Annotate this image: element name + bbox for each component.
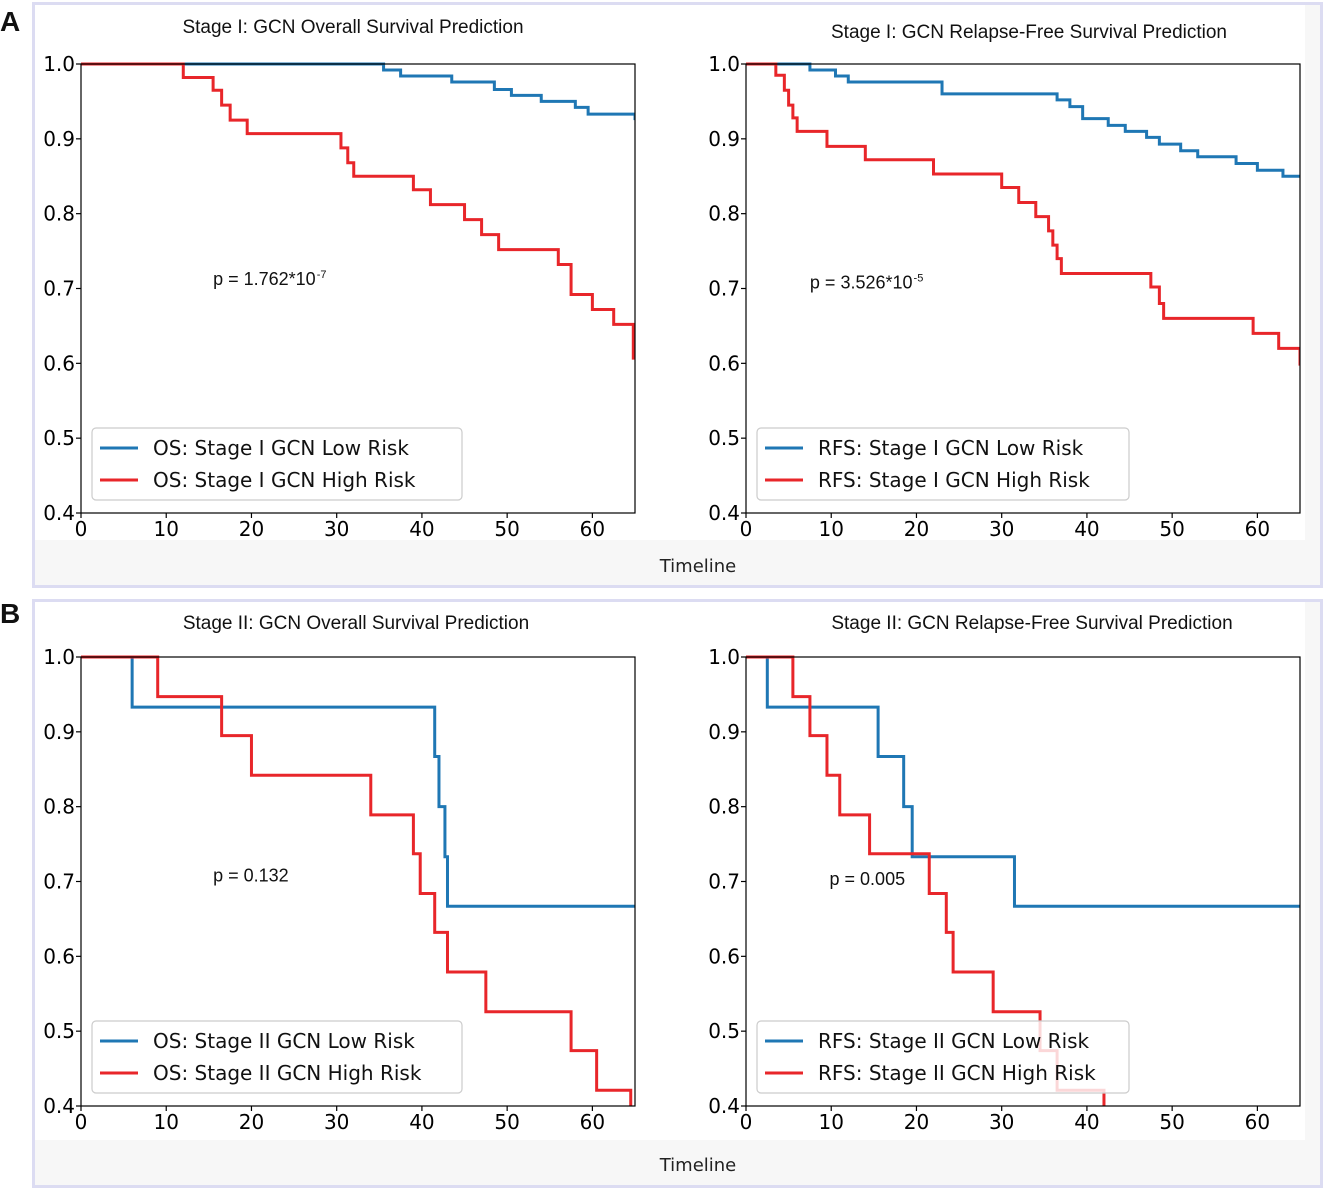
chart-3-ytick-label: 0.7 (43, 870, 75, 894)
chart-1-ytick-label: 1.0 (43, 52, 75, 76)
chart-4-xtick-label: 40 (1074, 1110, 1099, 1134)
chart-3-ytick-label: 0.8 (43, 795, 75, 819)
chart-1-xtick-label: 50 (494, 517, 519, 541)
chart-3-legend-label-2: OS: Stage II GCN High Risk (153, 1061, 422, 1085)
chart-1-legend-box (91, 427, 463, 501)
chart-2-ytick-label: 0.8 (708, 202, 740, 226)
chart-2-legend-box (756, 427, 1130, 501)
chart-4-ytick-label: 0.5 (708, 1019, 740, 1043)
chart-4-xtick-label: 10 (819, 1110, 844, 1134)
chart-4-title: Stage II: GCN Relapse-Free Survival Pred… (831, 613, 1232, 634)
chart-1-title: Stage I: GCN Overall Survival Prediction (182, 17, 523, 38)
chart-2-legend-label-2: RFS: Stage I GCN High Risk (818, 468, 1090, 492)
chart-3-ytick-label: 0.6 (43, 944, 75, 968)
chart-2-xtick-label: 60 (1245, 517, 1270, 541)
chart-4-legend-label-1: RFS: Stage II GCN Low Risk (818, 1029, 1090, 1053)
panel-a-timeline-label: Timeline (659, 556, 737, 577)
chart-4-xtick-label: 60 (1245, 1110, 1270, 1134)
chart-3-title: Stage II: GCN Overall Survival Predictio… (183, 613, 529, 634)
chart-2-ytick-label: 0.9 (708, 127, 740, 151)
chart-1-ytick-label: 0.4 (43, 501, 75, 525)
chart-2-series-2-line (746, 62, 1300, 366)
chart-1-xtick-label: 20 (239, 517, 264, 541)
chart-1-ytick-label: 0.7 (43, 277, 75, 301)
chart-4-legend-label-2: RFS: Stage II GCN High Risk (818, 1061, 1096, 1085)
chart-4-ytick-label: 1.0 (708, 645, 740, 669)
chart-2-p-value: p = 3.526*10 (810, 273, 913, 293)
chart-2-ytick-label: 0.6 (708, 351, 740, 375)
chart-1-xtick-label: 40 (409, 517, 434, 541)
chart-2-xtick-label: 20 (904, 517, 929, 541)
chart-4-ytick-label: 0.4 (708, 1094, 740, 1118)
chart-3-xtick-label: 40 (409, 1110, 434, 1134)
panel-a-letter: A (0, 6, 21, 37)
chart-1-series-2-line (81, 62, 635, 360)
chart-3-xtick-label: 60 (580, 1110, 605, 1134)
chart-3-xtick-label: 20 (239, 1110, 264, 1134)
chart-3-legend-label-1: OS: Stage II GCN Low Risk (153, 1029, 415, 1053)
chart-4-xtick-label: 0 (740, 1110, 753, 1134)
chart-3-series-1-line (81, 655, 635, 908)
chart-1-series-1-line (81, 62, 635, 121)
chart-2-xtick-label: 0 (740, 517, 753, 541)
chart-2-ytick-label: 0.5 (708, 426, 740, 450)
chart-1-legend-label-1: OS: Stage I GCN Low Risk (153, 436, 409, 460)
chart-3-xtick-label: 10 (154, 1110, 179, 1134)
chart-2-xtick-label: 10 (819, 517, 844, 541)
chart-3-xtick-label: 50 (494, 1110, 519, 1134)
panel-b-letter: B (0, 598, 21, 629)
chart-3-ytick-label: 0.9 (43, 720, 75, 744)
chart-1-p-value-exponent: -7 (317, 269, 327, 281)
chart-2-ytick-label: 0.4 (708, 501, 740, 525)
chart-1-legend-label-2: OS: Stage I GCN High Risk (153, 468, 416, 492)
chart-1-xtick-label: 30 (324, 517, 349, 541)
chart-1-xtick-label: 0 (75, 517, 88, 541)
chart-3-ytick-label: 0.4 (43, 1094, 75, 1118)
chart-4-legend-box (756, 1020, 1130, 1094)
chart-1-ytick-label: 0.5 (43, 426, 75, 450)
chart-1-xtick-label: 60 (580, 517, 605, 541)
chart-4-xtick-label: 30 (989, 1110, 1014, 1134)
chart-3-p-value: p = 0.132 (213, 866, 289, 886)
chart-4-series-1-line (746, 655, 1300, 908)
panel-b-timeline-label: Timeline (659, 1155, 737, 1176)
chart-4-ytick-label: 0.7 (708, 870, 740, 894)
chart-2-legend-label-1: RFS: Stage I GCN Low Risk (818, 436, 1084, 460)
chart-3-xtick-label: 0 (75, 1110, 88, 1134)
chart-4-ytick-label: 0.9 (708, 720, 740, 744)
chart-2-xtick-label: 50 (1159, 517, 1184, 541)
chart-1-xtick-label: 10 (154, 517, 179, 541)
chart-3-series-2-line (81, 655, 633, 1106)
chart-4-ytick-label: 0.8 (708, 795, 740, 819)
chart-1-ytick-label: 0.6 (43, 351, 75, 375)
chart-1-p-value: p = 1.762*10 (213, 269, 316, 289)
chart-3-ytick-label: 0.5 (43, 1019, 75, 1043)
chart-1-ytick-label: 0.8 (43, 202, 75, 226)
chart-4-p-value: p = 0.005 (830, 869, 906, 889)
chart-2-xtick-label: 40 (1074, 517, 1099, 541)
chart-1-ytick-label: 0.9 (43, 127, 75, 151)
chart-2-ytick-label: 1.0 (708, 52, 740, 76)
chart-3-legend-box (91, 1020, 463, 1094)
chart-4-xtick-label: 50 (1159, 1110, 1184, 1134)
chart-2-xtick-label: 30 (989, 517, 1014, 541)
chart-3-xtick-label: 30 (324, 1110, 349, 1134)
chart-2-series-1-line (746, 62, 1300, 178)
chart-4-ytick-label: 0.6 (708, 944, 740, 968)
chart-4-xtick-label: 20 (904, 1110, 929, 1134)
chart-2-p-value-exponent: -5 (914, 273, 924, 285)
chart-2-title: Stage I: GCN Relapse-Free Survival Predi… (831, 22, 1227, 43)
chart-3-ytick-label: 1.0 (43, 645, 75, 669)
chart-2-ytick-label: 0.7 (708, 277, 740, 301)
